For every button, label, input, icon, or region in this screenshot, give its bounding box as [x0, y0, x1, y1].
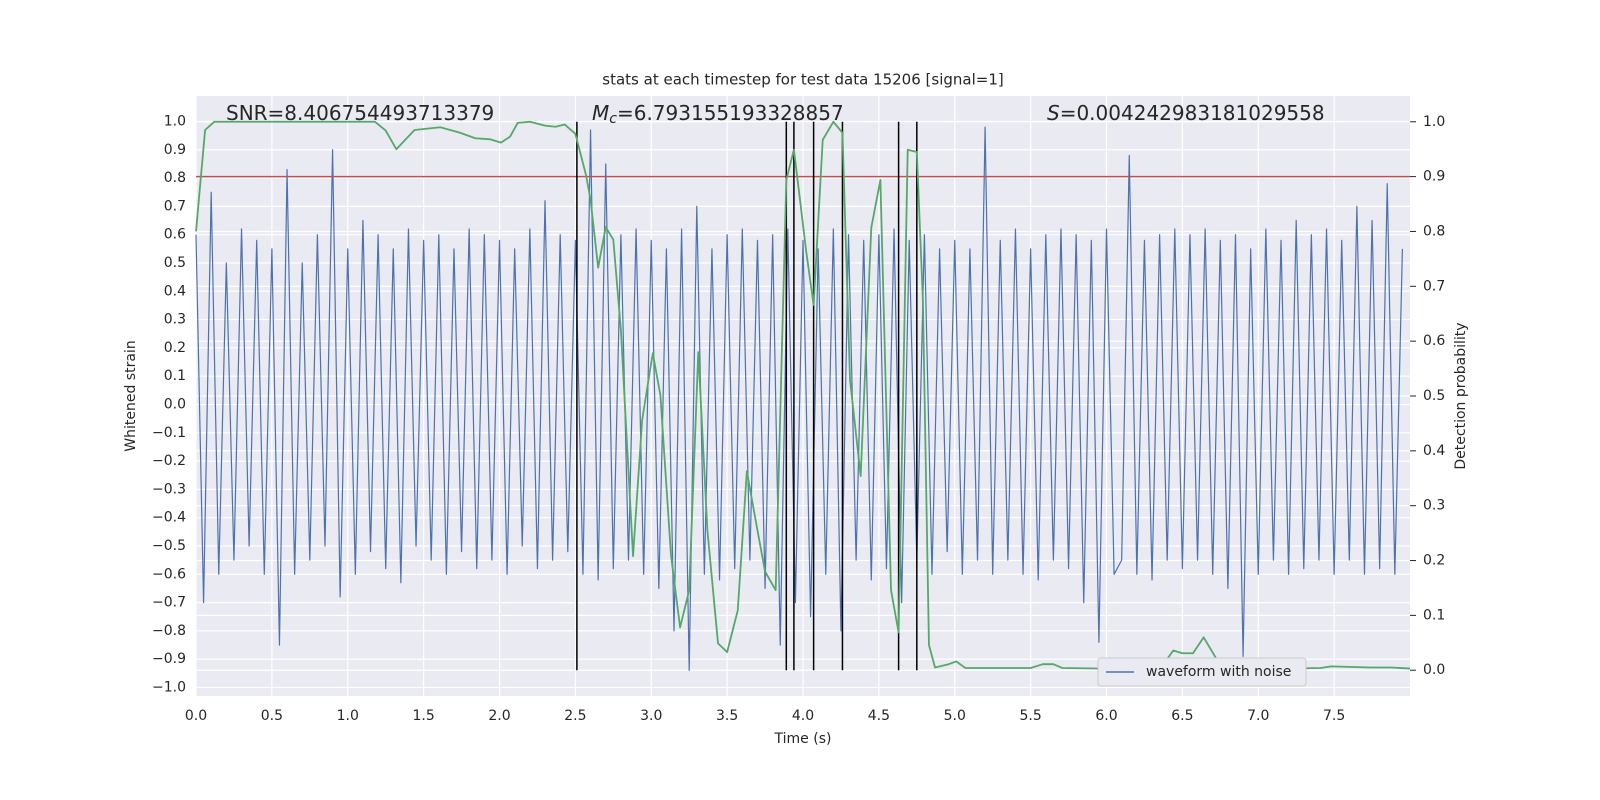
y2-axis-label: Detection probability — [1453, 322, 1469, 469]
x-tick-label: 2.5 — [564, 708, 586, 724]
legend-label: waveform with noise — [1146, 664, 1291, 680]
chart-title: stats at each timestep for test data 152… — [602, 71, 1003, 89]
annotation-symbol: S — [1047, 101, 1060, 125]
annotation-text: =0.004242983181029558 — [1060, 101, 1325, 125]
x-tick-label: 1.5 — [412, 708, 434, 724]
annotation: SNR=8.406754493713379 — [226, 101, 494, 125]
x-tick-label: 1.0 — [337, 708, 359, 724]
annotation-subscript: c — [609, 111, 617, 127]
y2-tick-label: 1.0 — [1423, 114, 1445, 130]
y-tick-label: 0.6 — [164, 227, 186, 243]
annotation: Mc=6.793155193328857 — [592, 101, 844, 128]
annotation: S=0.004242983181029558 — [1047, 101, 1325, 125]
y2-tick-label: 0.0 — [1423, 662, 1445, 678]
y2-tick-label: 0.9 — [1423, 169, 1445, 185]
y2-tick-label: 0.3 — [1423, 498, 1445, 514]
annotation-text: =6.793155193328857 — [617, 101, 844, 125]
annotation-text: SNR=8.406754493713379 — [226, 101, 494, 125]
y2-tick-label: 0.7 — [1423, 278, 1445, 294]
y-tick-label: −0.4 — [152, 510, 186, 526]
x-tick-label: 0.5 — [261, 708, 283, 724]
y-tick-label: −0.1 — [152, 425, 186, 441]
x-tick-label: 0.0 — [185, 708, 207, 724]
y-tick-label: 0.1 — [164, 368, 186, 384]
y-tick-label: 1.0 — [164, 113, 186, 129]
series-line — [195, 120, 1411, 671]
y-tick-label: −0.5 — [152, 538, 186, 554]
y-tick-label: 0.8 — [164, 170, 186, 186]
x-tick-label: 5.5 — [1019, 708, 1041, 724]
legend-box — [1097, 657, 1307, 687]
y2-tick-label: 0.6 — [1423, 333, 1445, 349]
series-line — [195, 126, 1404, 672]
x-tick-label: 2.0 — [488, 708, 510, 724]
y2-tick-label: 0.5 — [1423, 388, 1445, 404]
x-tick-label: 3.0 — [640, 708, 662, 724]
x-axis-label: Time (s) — [774, 731, 832, 747]
y-tick-label: −0.2 — [152, 453, 186, 469]
y-tick-label: 0.7 — [164, 198, 186, 214]
y2-tick-label: 0.2 — [1423, 553, 1445, 569]
y-tick-label: 0.0 — [164, 396, 186, 412]
y-tick-label: −0.7 — [152, 595, 186, 611]
x-tick-label: 6.0 — [1095, 708, 1117, 724]
x-tick-label: 6.5 — [1171, 708, 1193, 724]
y2-tick-label: 0.1 — [1423, 607, 1445, 623]
y2-tick-label: 0.8 — [1423, 223, 1445, 239]
y-tick-label: 0.5 — [164, 255, 186, 271]
annotation-symbol: M — [592, 101, 609, 125]
x-tick-label: 4.5 — [868, 708, 890, 724]
y-tick-label: −0.3 — [152, 481, 186, 497]
y-tick-label: −1.0 — [152, 680, 186, 696]
x-tick-label: 7.0 — [1247, 708, 1269, 724]
y-tick-label: 0.2 — [164, 340, 186, 356]
y-tick-label: −0.6 — [152, 566, 186, 582]
y-axis-label: Whitened strain — [123, 340, 139, 451]
y-tick-label: 0.4 — [164, 283, 186, 299]
y-tick-label: −0.9 — [152, 651, 186, 667]
x-tick-label: 5.0 — [944, 708, 966, 724]
x-tick-label: 3.5 — [716, 708, 738, 724]
y-tick-label: 0.3 — [164, 312, 186, 328]
x-tick-label: 4.0 — [792, 708, 814, 724]
y-tick-label: −0.8 — [152, 623, 186, 639]
x-tick-label: 7.5 — [1323, 708, 1345, 724]
y-tick-label: 0.9 — [164, 142, 186, 158]
y2-tick-label: 0.4 — [1423, 443, 1445, 459]
